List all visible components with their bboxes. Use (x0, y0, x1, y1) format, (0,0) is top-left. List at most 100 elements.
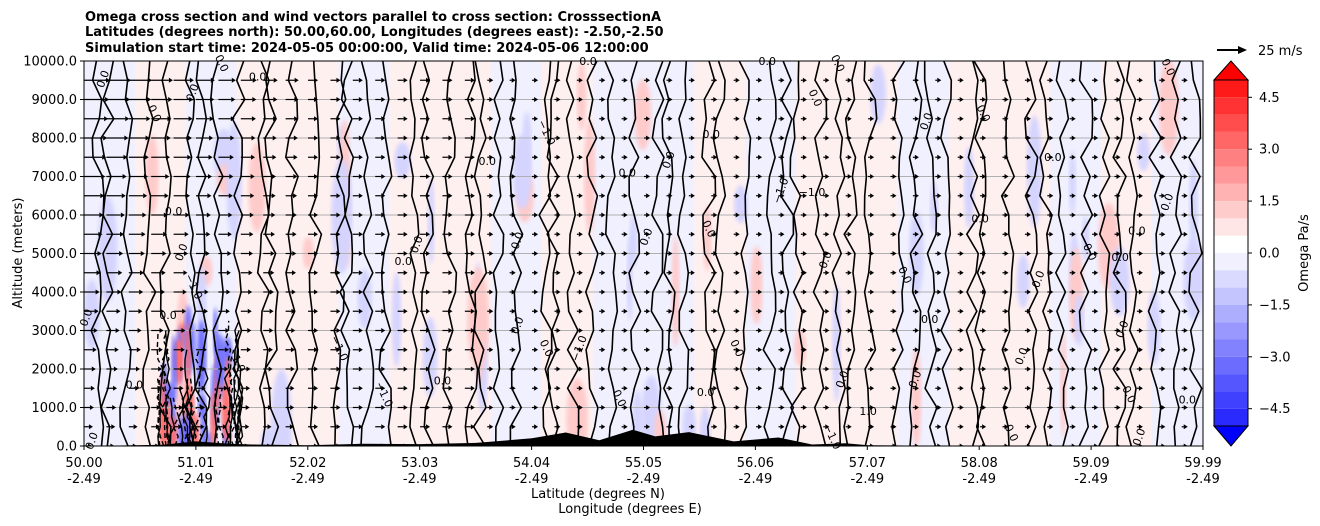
wind-vector-head (802, 231, 807, 237)
wind-vector-head (847, 308, 852, 314)
wind-vector-head (870, 77, 875, 83)
wind-vector-head (1071, 366, 1076, 372)
wind-vector-head (556, 251, 561, 256)
wind-vector-head (937, 212, 942, 218)
wind-vector-head (735, 405, 740, 410)
wind-vector-head (892, 385, 897, 391)
wind-vector-head (1161, 251, 1166, 256)
wind-vector-head (448, 328, 453, 333)
wind-vector-head (122, 174, 127, 179)
wind-vector-head (780, 405, 785, 410)
wind-vector-head (470, 270, 475, 276)
wind-vector-head (914, 154, 919, 160)
contour-label: 0.0 (172, 242, 190, 263)
contour-line (965, 61, 981, 446)
wind-vector-head (136, 347, 141, 353)
wind-vector-head (448, 154, 453, 160)
omega-blob (84, 279, 100, 350)
wind-vector-head (959, 347, 964, 353)
wind-vector-head (578, 77, 583, 83)
wind-vector-head (403, 289, 408, 295)
colorbar-segment (1214, 149, 1248, 167)
contour-line (676, 61, 690, 446)
wind-vector-head (668, 366, 673, 372)
wind-vector-head (1094, 193, 1099, 199)
wind-vector-head (646, 154, 651, 160)
wind-vector-head (448, 366, 453, 372)
wind-vector-head (1094, 289, 1099, 295)
colorbar-segment (1214, 339, 1248, 357)
wind-vector-head (403, 347, 408, 353)
wind-vector-head (1116, 424, 1121, 430)
wind-vector-head (138, 308, 143, 314)
wind-vector-head (381, 193, 386, 199)
wind-vector-head (847, 193, 852, 199)
wind-vector-head (646, 77, 651, 83)
wind-vector-head (269, 328, 274, 333)
wind-vector-head (914, 231, 919, 237)
wind-vector-head (758, 366, 763, 372)
wind-vector-head (448, 405, 453, 410)
wind-vector-head (1183, 289, 1188, 295)
wind-vector-head (426, 328, 431, 333)
wind-vector-head (511, 77, 516, 83)
wind-vector-head (1049, 443, 1054, 446)
wind-vector-head (403, 193, 408, 199)
wind-vector-head (1004, 251, 1009, 256)
wind-vector-head (780, 97, 785, 102)
colorbar-segment (1214, 270, 1248, 288)
wind-vector-head (124, 135, 129, 141)
wind-vector-head (1138, 154, 1143, 160)
wind-vector-head (1183, 116, 1188, 122)
wind-vector-head (780, 154, 785, 160)
wind-vector-head (1138, 135, 1143, 141)
wind-vector-head (1161, 154, 1166, 160)
wind-vector-head (204, 289, 209, 295)
x-axis-label-latitude: Latitude (degrees N) (531, 487, 665, 502)
contour-line (604, 61, 619, 446)
wind-vector-head (601, 405, 606, 410)
contour-line (256, 61, 271, 446)
wind-vector-head (511, 135, 516, 141)
wind-vector-head (267, 424, 272, 430)
wind-vector-head (229, 154, 234, 160)
wind-vector-head (937, 154, 942, 160)
wind-vector-head (1049, 212, 1054, 218)
wind-vector-head (870, 116, 875, 122)
wind-vector-head (534, 366, 539, 372)
x-tick-label-lat: 50.00 (65, 456, 102, 471)
wind-vector-head (336, 270, 341, 276)
wind-vector-head (231, 77, 236, 83)
wind-vector-head (690, 251, 695, 256)
wind-vector-head (870, 347, 875, 353)
wind-vector-head (758, 231, 763, 237)
wind-vector-head (1094, 385, 1099, 391)
wind-vector-head (121, 193, 126, 199)
wind-vector-head (578, 328, 583, 333)
wind-vector-head (489, 385, 494, 391)
wind-vector-head (314, 328, 319, 333)
wind-vector-head (314, 231, 319, 237)
wind-vector-head (870, 154, 875, 160)
wind-vector-head (1116, 328, 1121, 333)
wind-vector-head (668, 193, 673, 199)
wind-vector-head (1161, 385, 1166, 391)
wind-vector-head (1049, 270, 1054, 276)
wind-vector-head (646, 366, 651, 372)
wind-vector-head (290, 385, 295, 391)
wind-vector-head (358, 193, 363, 199)
wind-vector-head (735, 328, 740, 333)
wind-vector-head (1138, 251, 1143, 256)
wind-vector-head (470, 308, 475, 314)
wind-vector-head (982, 174, 987, 179)
wind-vector-head (228, 212, 233, 218)
wind-vector-head (914, 347, 919, 353)
wind-vector-head (1094, 328, 1099, 333)
wind-vector-head (758, 193, 763, 199)
contour-label: 0.0 (1128, 224, 1146, 237)
wind-vector-head (847, 289, 852, 295)
wind-vector-head (623, 97, 628, 102)
wind-vector-head (222, 424, 227, 430)
wind-vector-head (250, 174, 255, 179)
wind-vector-head (1116, 212, 1121, 218)
